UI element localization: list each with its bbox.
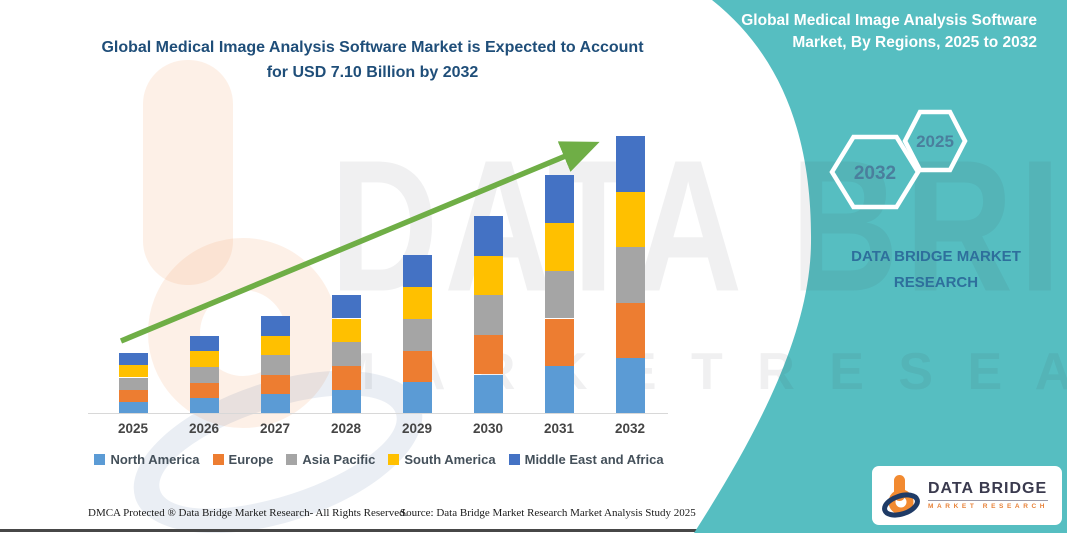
bar-segment-2028-middle-east-and-africa xyxy=(331,294,361,319)
bar-segment-2028-asia-pacific xyxy=(331,342,361,367)
bar-segment-2032-asia-pacific xyxy=(615,247,645,303)
bar-segment-2029-south-america xyxy=(402,287,432,319)
hexagon-badges: 2032 2025 xyxy=(829,109,968,210)
legend-item-asia-pacific: Asia Pacific xyxy=(286,452,375,467)
legend-label: Asia Pacific xyxy=(302,452,376,467)
side-panel-brand-text: DATA BRIDGE MARKET RESEARCH xyxy=(851,248,1021,291)
bar-segment-2027-north-america xyxy=(260,394,290,414)
bar-segment-2026-europe xyxy=(189,382,219,399)
chart-legend: North America Europe Asia Pacific South Ame… xyxy=(88,452,670,467)
bar-segment-2029-asia-pacific xyxy=(402,318,432,351)
legend-item-north-america: North America xyxy=(94,452,200,467)
legend-label: Europe xyxy=(228,452,274,467)
logo-card: DATA BRIDGE MARKET RESEARCH xyxy=(872,466,1062,525)
footer-source-text: Source: Data Bridge Market Research Mark… xyxy=(400,507,696,519)
bar-segment-2032-south-america xyxy=(615,191,645,248)
bar-segment-2032-europe xyxy=(615,302,645,359)
bar-segment-2031-north-america xyxy=(544,366,574,414)
hexagon-2032-label: 2032 xyxy=(854,163,896,184)
bar-segment-2025-north-america xyxy=(118,401,148,414)
bar-segment-2028-europe xyxy=(331,366,361,391)
x-axis-label-2031: 2031 xyxy=(543,421,575,436)
bar-segment-2030-north-america xyxy=(473,374,503,414)
x-axis-label-2028: 2028 xyxy=(330,421,362,436)
x-axis-label-2029: 2029 xyxy=(401,421,433,436)
bar-segment-2026-north-america xyxy=(189,398,219,414)
bar-segment-2027-asia-pacific xyxy=(260,355,290,375)
bar-segment-2032-north-america xyxy=(615,358,645,414)
bar-segment-2027-middle-east-and-africa xyxy=(260,316,290,336)
bar-segment-2030-asia-pacific xyxy=(473,295,503,335)
x-axis-label-2032: 2032 xyxy=(614,421,646,436)
bar-segment-2025-asia-pacific xyxy=(118,377,148,390)
bar-segment-2031-europe xyxy=(544,318,574,367)
legend-item-europe: Europe xyxy=(212,452,274,467)
x-axis-label-2026: 2026 xyxy=(188,421,220,436)
bar-segment-2029-middle-east-and-africa xyxy=(402,255,432,288)
bar-segment-2030-middle-east-and-africa xyxy=(473,216,503,256)
bar-segment-2031-middle-east-and-africa xyxy=(544,175,574,223)
hexagon-2032 xyxy=(829,134,921,210)
bottom-border-line xyxy=(0,529,705,532)
bar-segment-2027-europe xyxy=(260,374,290,395)
side-panel-title: Global Medical Image Analysis Software M… xyxy=(741,12,1037,51)
bar-segment-2026-middle-east-and-africa xyxy=(189,335,219,352)
x-axis-label-2030: 2030 xyxy=(472,421,504,436)
bar-segment-2030-europe xyxy=(473,334,503,375)
bar-segment-2031-asia-pacific xyxy=(544,270,574,319)
legend-swatch-icon xyxy=(212,454,224,465)
legend-item-middle-east-and-africa: Middle East and Africa xyxy=(508,452,664,467)
bar-segment-2025-middle-east-and-africa xyxy=(118,353,148,366)
hexagon-2025 xyxy=(902,109,968,173)
logo-tagline-text: MARKET RESEARCH xyxy=(928,502,1049,510)
legend-swatch-icon xyxy=(286,454,298,465)
bar-segment-2025-europe xyxy=(118,389,148,402)
legend-item-south-america: South America xyxy=(388,452,496,467)
data-bridge-logo-icon xyxy=(882,474,920,518)
x-axis-label-2027: 2027 xyxy=(259,421,291,436)
bar-segment-2026-south-america xyxy=(189,351,219,368)
bar-segment-2025-south-america xyxy=(118,365,148,378)
bar-segment-2032-middle-east-and-africa xyxy=(615,136,645,192)
bar-segment-2030-south-america xyxy=(473,255,503,296)
hexagon-2025-label: 2025 xyxy=(916,132,954,151)
bar-segment-2029-europe xyxy=(402,350,432,383)
bar-segment-2028-south-america xyxy=(331,318,361,343)
bar-segment-2027-south-america xyxy=(260,335,290,356)
footer-dmca-text: DMCA Protected ® Data Bridge Market Rese… xyxy=(88,507,408,519)
legend-swatch-icon xyxy=(94,454,106,465)
legend-label: North America xyxy=(110,452,200,467)
logo-brand-text: DATA BRIDGE xyxy=(928,480,1049,501)
chart-title: Global Medical Image Analysis Software M… xyxy=(101,39,644,81)
legend-swatch-icon xyxy=(508,454,520,465)
legend-swatch-icon xyxy=(388,454,400,465)
x-axis-line xyxy=(88,413,668,414)
bar-segment-2028-north-america xyxy=(331,390,361,414)
bar-segment-2029-north-america xyxy=(402,382,432,414)
bar-segment-2026-asia-pacific xyxy=(189,367,219,383)
legend-label: Middle East and Africa xyxy=(524,452,664,467)
bar-segment-2031-south-america xyxy=(544,222,574,271)
legend-label: South America xyxy=(404,452,496,467)
x-axis-label-2025: 2025 xyxy=(117,421,149,436)
